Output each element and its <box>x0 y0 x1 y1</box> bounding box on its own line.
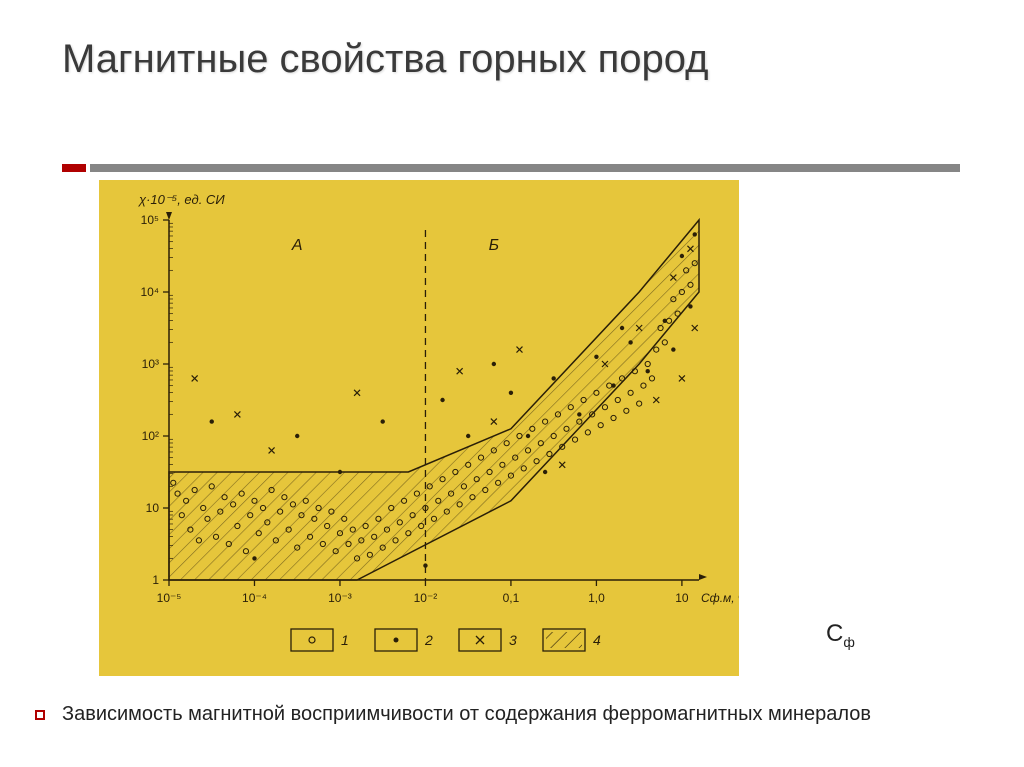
svg-text:10⁻⁴: 10⁻⁴ <box>242 591 267 605</box>
axis-side-label: Сф <box>826 620 855 650</box>
svg-text:10⁻³: 10⁻³ <box>328 591 352 605</box>
chart: χ·10⁻⁵, ед. СИ 1 10 10² 10³ 10⁴ 10⁵ 10⁻⁵ 10⁻⁴ 10⁻… <box>99 180 739 676</box>
svg-text:1: 1 <box>152 573 159 587</box>
svg-text:10³: 10³ <box>142 357 159 371</box>
svg-text:1,0: 1,0 <box>588 591 605 605</box>
bullet-icon <box>35 710 45 720</box>
svg-text:10²: 10² <box>142 429 159 443</box>
title-block: Магнитные свойства горных пород <box>0 0 1024 94</box>
svg-text:0,1: 0,1 <box>503 591 520 605</box>
svg-text:2: 2 <box>424 632 433 648</box>
svg-text:Б: Б <box>489 237 499 254</box>
title-rule <box>62 164 960 172</box>
svg-text:3: 3 <box>509 632 517 648</box>
svg-text:10: 10 <box>675 591 689 605</box>
svg-text:1: 1 <box>341 632 349 648</box>
svg-text:χ·10⁻⁵, ед. СИ: χ·10⁻⁵, ед. СИ <box>138 192 225 207</box>
svg-text:10⁴: 10⁴ <box>140 285 159 299</box>
svg-text:10⁵: 10⁵ <box>141 213 159 227</box>
svg-text:4: 4 <box>593 632 601 648</box>
svg-text:Сф.м, %: Сф.м, % <box>701 591 739 605</box>
svg-text:10⁻⁵: 10⁻⁵ <box>157 591 182 605</box>
slide-title: Магнитные свойства горных пород <box>62 36 962 82</box>
svg-text:А: А <box>291 237 303 254</box>
slide: Магнитные свойства горных пород χ·10⁻⁵, … <box>0 0 1024 767</box>
svg-text:10⁻²: 10⁻² <box>414 591 438 605</box>
svg-text:10: 10 <box>146 501 160 515</box>
caption: Зависимость магнитной восприимчивости от… <box>62 702 962 727</box>
scatter-chart-svg: χ·10⁻⁵, ед. СИ 1 10 10² 10³ 10⁴ 10⁵ 10⁻⁵ 10⁻⁴ 10⁻… <box>99 180 739 676</box>
